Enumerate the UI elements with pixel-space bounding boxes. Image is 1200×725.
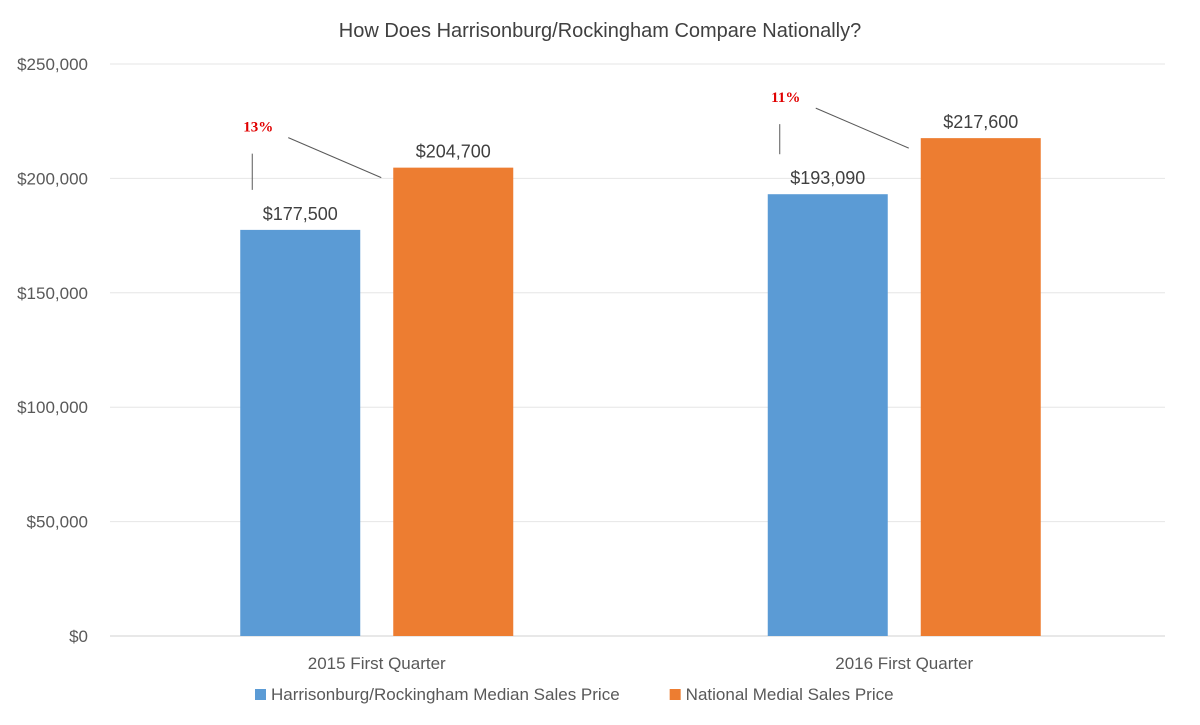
data-label: $217,600	[943, 112, 1018, 132]
legend-label: National Medial Sales Price	[686, 685, 894, 704]
callout-line	[815, 107, 909, 149]
bars	[240, 138, 1041, 636]
data-label: $204,700	[416, 142, 491, 162]
y-axis-ticks: $0 $50,000 $100,000 $150,000 $200,000 $250,00…	[17, 55, 88, 646]
y-tick-label: $200,000	[17, 169, 88, 188]
bar	[767, 194, 888, 636]
data-labels: $177,500 $204,700 $193,090 $217,600	[263, 112, 1019, 224]
y-tick-label: $150,000	[17, 284, 88, 303]
y-tick-label: $50,000	[27, 513, 88, 532]
legend-label: Harrisonburg/Rockingham Median Sales Pri…	[271, 685, 620, 704]
percent-difference-label: 11%	[771, 90, 800, 106]
legend-swatch	[669, 689, 681, 700]
data-label: $177,500	[263, 204, 338, 224]
callout-line	[288, 137, 382, 179]
bar	[240, 229, 361, 636]
y-tick-label: $250,000	[17, 55, 88, 74]
y-tick-label: $100,000	[17, 398, 88, 417]
percent-difference-label: 13%	[243, 120, 273, 136]
x-axis-categories: 2015 First Quarter 2016 First Quarter	[308, 654, 974, 673]
chart-title: How Does Harrisonburg/Rockingham Compare…	[339, 20, 861, 42]
legend: Harrisonburg/Rockingham Median Sales Pri…	[255, 685, 894, 704]
bar	[920, 138, 1041, 636]
x-category-label: 2015 First Quarter	[308, 654, 446, 673]
legend-swatch	[255, 689, 266, 700]
x-category-label: 2016 First Quarter	[835, 654, 973, 673]
data-label: $193,090	[790, 168, 865, 188]
y-tick-label: $0	[69, 627, 88, 646]
annotations: 13% 11%	[243, 90, 909, 190]
bar	[393, 167, 514, 636]
